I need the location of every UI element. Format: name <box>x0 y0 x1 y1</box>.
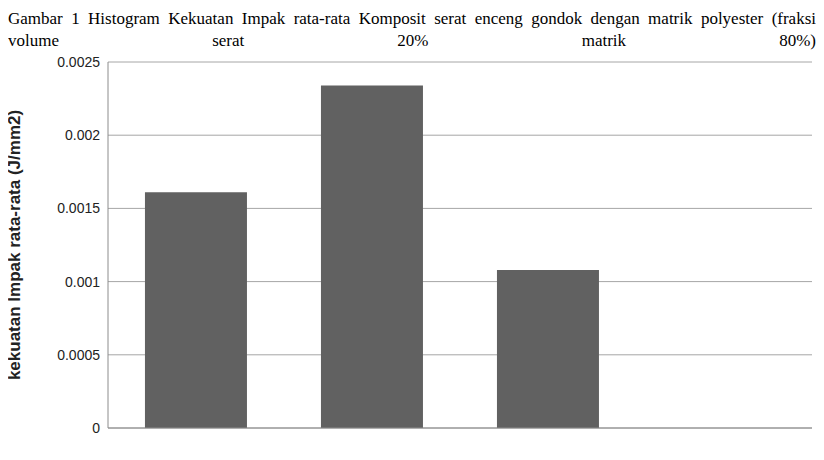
svg-text:0.002: 0.002 <box>65 127 100 143</box>
html-text:Gambar 1 Histogram Kekuatan Im: Gambar 1 Histogram Kekuatan Impak rata-r… <box>8 9 816 50</box>
svg-text:0.0005: 0.0005 <box>57 347 100 363</box>
svg-text:0.001: 0.001 <box>65 274 100 290</box>
svg-text:0.0025: 0.0025 <box>57 56 100 70</box>
svg-text:kekuatan Impak rata-rata (J/mm: kekuatan Impak rata-rata (J/mm2) <box>8 110 24 380</box>
svg-text:0.0015: 0.0015 <box>57 200 100 216</box>
svg-text:0: 0 <box>92 420 100 436</box>
